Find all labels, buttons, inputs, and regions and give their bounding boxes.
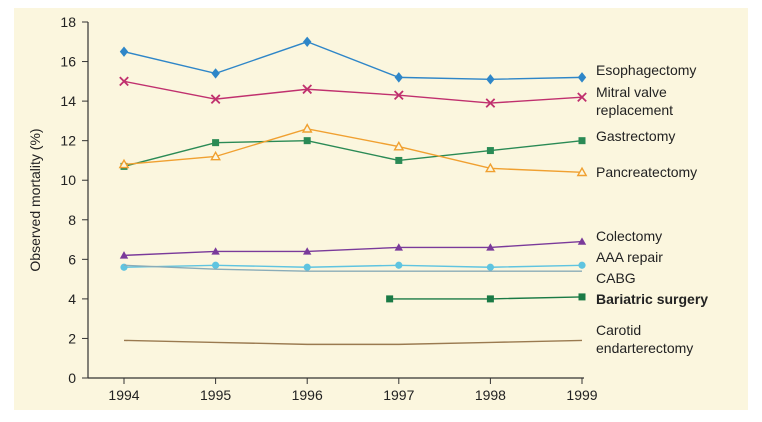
y-tick-label: 10 [60, 172, 76, 188]
data-point-pancreatectomy [301, 123, 313, 133]
data-point-pancreatectomy [576, 166, 588, 177]
data-point-pancreatectomy [118, 158, 130, 169]
y-tick-label: 16 [60, 54, 76, 70]
data-point-mitral-valve-replacement [577, 92, 587, 102]
series-line-pancreatectomy [123, 128, 583, 174]
data-point-aaa-repair [303, 263, 311, 271]
data-point-mitral-valve-replacement [485, 98, 496, 108]
data-point-mitral-valve-replacement [210, 94, 221, 104]
x-tick-label: 1999 [566, 387, 597, 403]
data-point-esophagectomy [394, 72, 403, 83]
line-chart: 0 2 4 6 8 10 12 14 16 18 1994 1995 1996 1997 1998 1999 O… [27, 14, 708, 403]
series-line-carotid-endarterectomy [123, 339, 583, 346]
series-label-mitral-valve-replacement: Mitral valve [596, 84, 667, 100]
data-point-aaa-repair [578, 261, 586, 269]
series-label-carotid-endarterectomy: endarterectomy [596, 340, 693, 356]
data-point-mitral-valve-replacement [393, 90, 404, 101]
series-line-bariatric-surgery [389, 296, 583, 300]
data-point-esophagectomy [303, 36, 312, 47]
data-point-mitral-valve-replacement [302, 84, 313, 95]
y-tick-label: 18 [60, 14, 76, 30]
data-point-colectomy [303, 247, 312, 255]
series-label-carotid-endarterectomy: Carotid [596, 322, 641, 338]
series-label-bariatric-surgery: Bariatric surgery [596, 291, 708, 307]
data-point-bariatric-surgery [486, 295, 494, 303]
data-point-bariatric-surgery [386, 295, 394, 303]
x-tick-label: 1997 [383, 387, 414, 403]
data-point-aaa-repair [212, 261, 220, 269]
y-tick-label: 14 [60, 93, 76, 109]
series-line-gastrectomy [123, 139, 583, 168]
y-tick-label: 2 [68, 330, 76, 346]
data-point-colectomy [394, 243, 403, 251]
series-line-aaa-repair [123, 264, 583, 268]
data-point-bariatric-surgery [578, 293, 586, 301]
data-point-pancreatectomy [210, 150, 222, 161]
y-tick-label: 6 [68, 251, 76, 267]
series-line-cabg [123, 264, 582, 272]
y-tick-label: 12 [60, 133, 76, 149]
data-point-gastrectomy [486, 147, 494, 155]
chart-figure: 0 2 4 6 8 10 12 14 16 18 1994 1995 1996 1997 1998 1999 O… [14, 8, 748, 410]
series-line-colectomy [123, 240, 583, 257]
data-point-esophagectomy [486, 74, 495, 85]
data-point-esophagectomy [211, 68, 220, 79]
y-tick-label: 0 [68, 370, 76, 386]
series-line-mitral-valve-replacement [123, 80, 583, 104]
y-axis-label: Observed mortality (%) [27, 128, 43, 271]
data-point-esophagectomy [119, 46, 129, 57]
data-point-aaa-repair [395, 261, 403, 269]
series-label-mitral-valve-replacement: replacement [596, 102, 673, 118]
x-tick-label: 1995 [200, 387, 231, 403]
x-tick-label: 1998 [475, 387, 506, 403]
data-point-colectomy [577, 237, 587, 245]
data-point-gastrectomy [303, 137, 311, 145]
x-tick-label: 1994 [108, 387, 139, 403]
data-point-gastrectomy [578, 137, 586, 145]
x-tick-label: 1996 [292, 387, 323, 403]
series-label-aaa-repair: AAA repair [596, 249, 663, 265]
data-point-esophagectomy [577, 72, 587, 83]
data-point-pancreatectomy [484, 162, 496, 173]
y-tick-label: 4 [68, 291, 76, 307]
series-label-gastrectomy: Gastrectomy [596, 128, 675, 144]
data-point-aaa-repair [486, 263, 494, 271]
series-label-esophagectomy: Esophagectomy [596, 62, 696, 78]
data-point-pancreatectomy [393, 140, 405, 151]
series-label-cabg: CABG [596, 270, 636, 286]
y-tick-label: 8 [68, 212, 76, 228]
series-line-esophagectomy [123, 41, 583, 81]
series-label-colectomy: Colectomy [596, 228, 662, 244]
data-point-colectomy [211, 247, 220, 255]
data-point-colectomy [119, 251, 129, 259]
series-label-pancreatectomy: Pancreatectomy [596, 164, 697, 180]
data-point-colectomy [486, 243, 495, 251]
data-point-gastrectomy [395, 156, 403, 164]
data-point-gastrectomy [212, 139, 220, 147]
data-point-mitral-valve-replacement [119, 76, 129, 87]
